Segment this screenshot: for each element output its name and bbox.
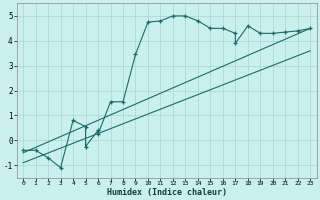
X-axis label: Humidex (Indice chaleur): Humidex (Indice chaleur) <box>107 188 227 197</box>
